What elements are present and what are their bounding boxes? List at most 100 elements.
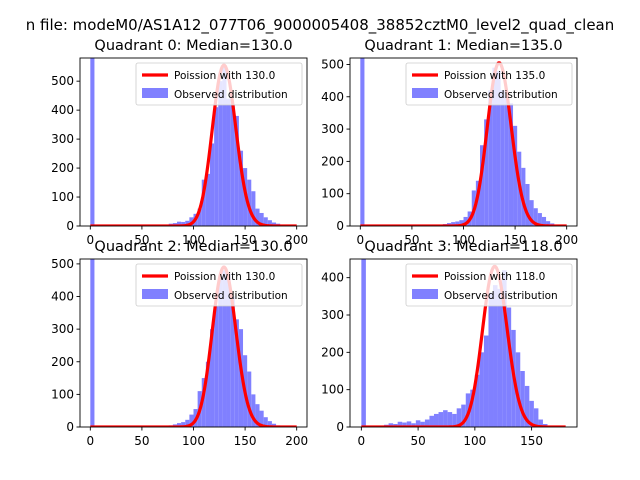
- histogram-bar: [90, 259, 95, 427]
- x-tick-label: 200: [555, 233, 578, 247]
- histogram-bar: [176, 423, 182, 427]
- histogram-bar: [470, 389, 475, 427]
- histogram-bar: [197, 208, 202, 226]
- legend: Poission with 135.0 Observed distribution: [405, 62, 573, 106]
- histogram-bar: [222, 66, 227, 226]
- histogram-bar: [483, 335, 489, 427]
- x-tick-label: 0: [86, 233, 94, 247]
- x-tick-label: 200: [285, 434, 308, 448]
- histogram-bar: [480, 145, 485, 226]
- legend-box: [405, 62, 573, 106]
- histogram-bar: [234, 115, 239, 226]
- histogram-bar: [201, 378, 206, 427]
- histogram-bar: [205, 173, 211, 226]
- histogram-bar: [484, 119, 489, 226]
- histogram-bar: [259, 410, 264, 427]
- histogram-bar: [504, 96, 509, 226]
- histogram-bar: [456, 408, 462, 427]
- histogram-bar: [488, 90, 493, 226]
- y-tick-label: 300: [321, 308, 344, 322]
- histogram-bar: [226, 98, 231, 226]
- y-tick-label: 200: [51, 355, 74, 369]
- histogram-bar: [210, 143, 215, 226]
- histogram-bars: [361, 259, 553, 427]
- histogram-bar: [508, 103, 514, 226]
- histogram-bar: [251, 394, 256, 427]
- y-tick-label: 0: [336, 219, 344, 233]
- quadrant-0-chart: 0 50 100 150 200 0 100 200 300 400 500 Poission wit…: [51, 38, 308, 247]
- x-tick-label: 0: [356, 233, 364, 247]
- histogram-bar: [513, 125, 518, 226]
- y-tick-label: 400: [51, 290, 74, 304]
- legend: Poission with 130.0 Observed distribution: [135, 62, 303, 106]
- y-tick-label: 100: [321, 187, 344, 201]
- legend-hist-swatch: [412, 289, 438, 299]
- histogram-bar: [524, 385, 530, 427]
- y-tick-label: 300: [51, 132, 74, 146]
- quadrant-1-chart: 0 50 100 150 200 0 100 200 300 400 500 Poission wit…: [321, 38, 578, 247]
- histogram-bar: [451, 222, 456, 226]
- x-tick-label: 150: [234, 233, 257, 247]
- histogram-bar: [263, 417, 268, 427]
- y-tick-label: 100: [321, 383, 344, 397]
- legend-box: [135, 263, 303, 307]
- histogram-bar: [397, 421, 403, 427]
- histogram-bar: [222, 270, 227, 427]
- y-tick-label: 200: [321, 154, 344, 168]
- histogram-bar: [447, 412, 453, 427]
- histogram-bar: [185, 419, 190, 427]
- x-tick-label: 0: [86, 434, 94, 448]
- legend-curve-label: Poission with 130.0: [174, 70, 275, 82]
- x-tick-label: 100: [463, 434, 486, 448]
- legend-box: [405, 263, 573, 307]
- histogram-bar: [255, 208, 260, 226]
- legend: Poission with 118.0 Observed distribution: [405, 263, 573, 307]
- histogram-bar: [205, 361, 211, 427]
- x-tick-label: 150: [234, 434, 257, 448]
- x-tick-label: 100: [452, 233, 475, 247]
- histogram-bar: [433, 413, 439, 427]
- histogram-bar: [496, 70, 501, 226]
- histogram-bar: [201, 179, 206, 226]
- x-tick-label: 150: [504, 233, 527, 247]
- histogram-bar: [533, 408, 539, 427]
- histogram-bar: [402, 422, 407, 427]
- histogram-bar: [492, 67, 497, 226]
- quadrant-3-title: Quadrant 3: Median=118.0: [364, 239, 562, 255]
- histogram-bar: [438, 412, 444, 427]
- histogram-bar: [479, 352, 484, 427]
- x-tick-label: 50: [134, 233, 149, 247]
- legend-hist-swatch: [142, 289, 168, 299]
- histogram-bar: [424, 419, 430, 427]
- histogram-bar: [529, 200, 534, 226]
- histogram-bar: [500, 90, 505, 226]
- x-tick-label: 100: [182, 434, 205, 448]
- histogram-bar: [210, 329, 215, 427]
- histogram-bar: [415, 420, 421, 427]
- histogram-bar: [263, 217, 268, 226]
- y-tick-label: 400: [321, 271, 344, 285]
- legend-hist-swatch: [412, 88, 438, 98]
- y-tick-label: 0: [66, 219, 74, 233]
- histogram-bar: [259, 212, 264, 226]
- histogram-bar: [537, 213, 542, 226]
- legend-hist-label: Observed distribution: [174, 290, 288, 302]
- x-tick-label: 150: [520, 434, 543, 448]
- histogram-bars: [90, 58, 297, 226]
- histogram-bar: [247, 371, 252, 427]
- histogram-bar: [238, 150, 244, 226]
- histogram-bar: [525, 184, 530, 226]
- y-tick-label: 200: [321, 345, 344, 359]
- histogram-bar: [181, 221, 186, 226]
- x-tick-label: 50: [410, 434, 425, 448]
- histogram-bar: [515, 352, 521, 427]
- y-tick-label: 100: [51, 387, 74, 401]
- y-tick-label: 400: [321, 90, 344, 104]
- legend-hist-label: Observed distribution: [444, 290, 558, 302]
- y-tick-label: 0: [336, 420, 344, 434]
- histogram-bar: [176, 221, 182, 226]
- histogram-bar: [420, 421, 425, 427]
- poisson-curve: [89, 63, 298, 226]
- histogram-bar: [406, 421, 412, 427]
- histogram-bar: [218, 276, 223, 427]
